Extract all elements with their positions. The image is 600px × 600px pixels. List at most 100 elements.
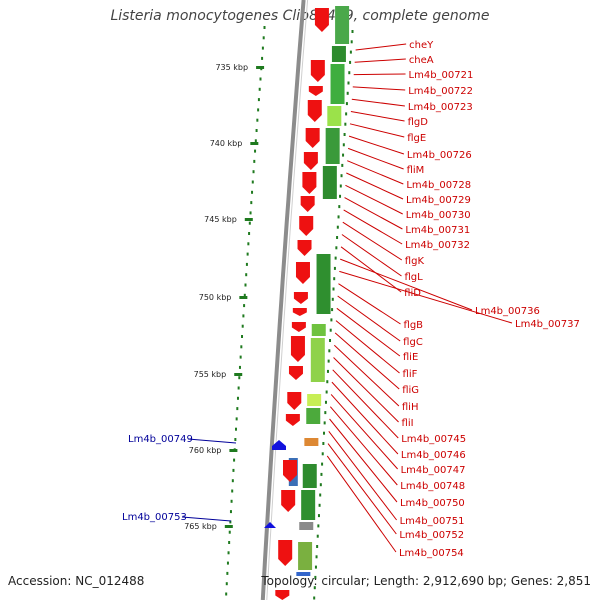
frame-dot xyxy=(314,575,317,579)
forward-gene-arrow xyxy=(290,336,305,362)
gene-color-block xyxy=(296,572,311,576)
ruler-dot xyxy=(234,438,237,441)
forward-gene-label: fliE xyxy=(403,352,418,363)
forward-gene-label: Lm4b_00746 xyxy=(401,450,466,461)
forward-gene-label: flgB xyxy=(404,320,424,331)
frame-dot xyxy=(321,452,324,456)
forward-gene-label: flgK xyxy=(405,256,425,267)
ruler-dot xyxy=(226,571,229,575)
ruler-dot xyxy=(241,335,244,338)
ruler-dot xyxy=(244,283,247,287)
ruler-dot xyxy=(246,252,249,256)
ruler-label: 765 kbp xyxy=(184,522,217,531)
forward-gene-label: fliM xyxy=(407,165,425,176)
forward-gene-label: Lm4b_00750 xyxy=(400,498,465,509)
frame-dot xyxy=(344,122,347,126)
frame-dot xyxy=(331,308,334,312)
ruler-tick xyxy=(244,218,253,221)
ruler-dot xyxy=(231,479,234,483)
gene-color-block xyxy=(311,324,326,336)
frame-dot xyxy=(334,256,337,260)
reverse-gene-label: Lm4b_00749 xyxy=(128,434,193,445)
ruler-dot xyxy=(225,582,228,586)
frame-dot xyxy=(319,483,322,487)
frame-dot xyxy=(324,400,327,404)
label-leader xyxy=(341,234,402,277)
label-leader xyxy=(340,258,473,311)
ruler-dot xyxy=(261,46,264,50)
frame-dot xyxy=(345,112,348,116)
label-leader xyxy=(344,197,403,230)
forward-gene-label: flgC xyxy=(403,337,423,348)
label-leader xyxy=(330,394,398,470)
forward-gene-label: Lm4b_00748 xyxy=(400,481,465,492)
forward-gene-label: flgD xyxy=(408,117,429,128)
label-leader xyxy=(353,73,406,76)
ruler-dot xyxy=(248,232,251,235)
label-leader xyxy=(336,307,401,357)
label-leader xyxy=(347,147,404,170)
forward-gene-label: fliG xyxy=(402,385,419,396)
forward-gene-label: Lm4b_00752 xyxy=(399,530,464,541)
ruler-dot xyxy=(243,293,246,297)
label-leader xyxy=(338,283,401,325)
label-leader xyxy=(354,58,406,63)
ruler-dot xyxy=(239,355,242,359)
ruler-dot xyxy=(242,314,245,318)
forward-gene-label: Lm4b_00731 xyxy=(405,225,470,236)
gene-color-block xyxy=(335,6,350,44)
forward-gene-arrow xyxy=(292,308,307,316)
frame-dot xyxy=(319,493,322,497)
forward-gene-label: Lm4b_00730 xyxy=(406,210,471,221)
forward-gene-label: Lm4b_00736 xyxy=(475,306,540,317)
ruler-dot xyxy=(226,561,229,565)
frame-dot xyxy=(329,328,332,332)
ruler-label: 755 kbp xyxy=(194,370,227,379)
ruler-dot xyxy=(238,376,241,380)
forward-gene-arrow xyxy=(310,60,325,82)
ruler-dot xyxy=(236,407,239,411)
label-leader xyxy=(331,381,399,455)
label-leader xyxy=(343,209,403,245)
gene-color-block xyxy=(331,46,346,62)
ruler-dot xyxy=(225,592,228,596)
frame-dot xyxy=(316,534,319,538)
ruler-dot xyxy=(237,386,240,390)
ruler-dot xyxy=(235,417,238,421)
forward-gene-arrow xyxy=(281,490,296,512)
reverse-label-leader xyxy=(187,438,237,444)
ruler-dot xyxy=(245,262,248,266)
reverse-gene-arrow xyxy=(264,522,276,528)
label-leader xyxy=(332,369,399,439)
frame-dot xyxy=(314,565,317,569)
forward-gene-arrow xyxy=(283,460,297,482)
ruler-dot xyxy=(245,273,248,277)
ruler-dot xyxy=(250,201,253,205)
frame-dot xyxy=(335,246,338,250)
ruler-dot xyxy=(248,221,251,225)
gene-color-block xyxy=(325,128,340,164)
reverse-gene-label: Lm4b_00753 xyxy=(122,512,187,523)
forward-gene-label: fliH xyxy=(402,402,419,413)
forward-gene-label: Lm4b_00737 xyxy=(515,319,580,330)
gene-color-block xyxy=(302,464,317,488)
forward-gene-arrow xyxy=(278,540,293,566)
forward-gene-label: flgE xyxy=(407,133,426,144)
ruler-dot xyxy=(256,118,259,122)
label-leader xyxy=(333,357,399,423)
reverse-genes xyxy=(264,440,286,528)
frame-dot xyxy=(318,503,321,507)
forward-gene-label: Lm4b_00722 xyxy=(408,86,473,97)
label-leader xyxy=(346,172,404,200)
frame-dot xyxy=(349,50,352,54)
label-leader xyxy=(328,430,397,521)
forward-gene-arrow xyxy=(291,322,306,332)
label-leader xyxy=(337,295,401,342)
frame-dot xyxy=(325,390,328,394)
label-leader xyxy=(345,184,403,215)
ruler-tick xyxy=(229,449,238,452)
frame-dot xyxy=(333,266,336,270)
frame-dot xyxy=(324,411,327,415)
frame-dot xyxy=(320,472,323,476)
forward-gene-arrow xyxy=(303,152,318,170)
